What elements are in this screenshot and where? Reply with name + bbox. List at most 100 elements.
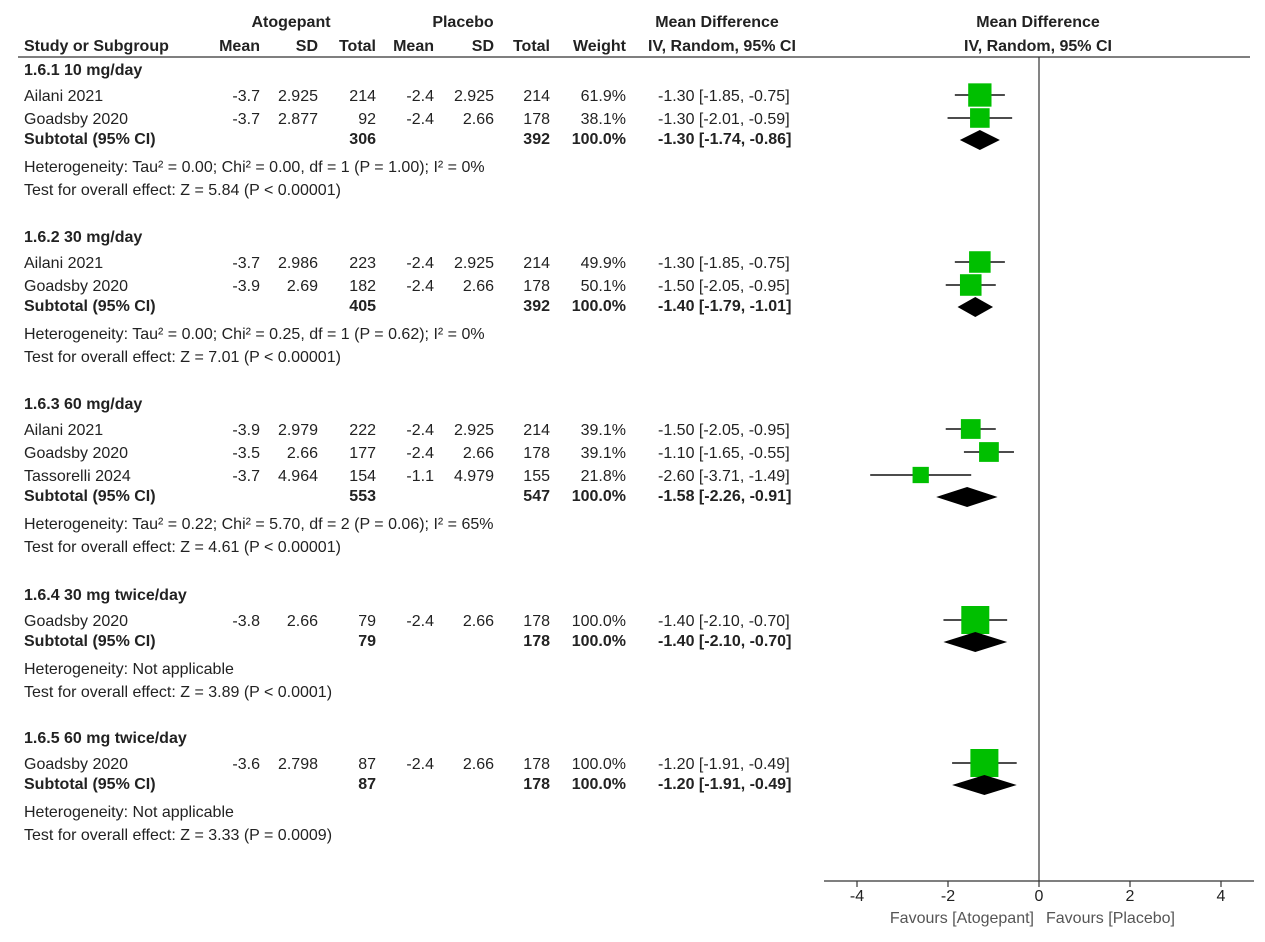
study-ci: -1.20 [-1.91, -0.49]	[658, 756, 790, 773]
study-sd2: 4.979	[453, 468, 494, 485]
group1-header: Atogepant	[251, 14, 331, 31]
subtotal-ci: -1.58 [-2.26, -0.91]	[658, 488, 792, 505]
study-total2: 214	[523, 88, 550, 105]
study-total2: 155	[523, 468, 550, 485]
study-ci: -1.10 [-1.65, -0.55]	[658, 445, 790, 462]
study-weight: 61.9%	[580, 88, 626, 105]
subtotal-ci: -1.40 [-1.79, -1.01]	[658, 298, 792, 315]
study-name: Goadsby 2020	[24, 613, 129, 630]
subtotal-total2: 547	[523, 488, 550, 505]
subtotal-weight: 100.0%	[571, 131, 626, 148]
study-total2: 178	[523, 278, 550, 295]
subtotal-diamond	[957, 297, 994, 317]
subtotal-total2: 392	[523, 298, 550, 315]
col-study: Study or Subgroup	[24, 38, 169, 55]
study-name: Ailani 2021	[24, 255, 104, 272]
study-sd1: 2.66	[286, 445, 318, 462]
x-tick-label: 0	[1035, 888, 1044, 905]
effect-title: Mean Difference	[655, 14, 779, 31]
subtotal-diamond	[943, 632, 1008, 652]
study-mean1: -3.7	[232, 255, 260, 272]
study-name: Goadsby 2020	[24, 111, 129, 128]
study-name: Ailani 2021	[24, 88, 104, 105]
study-mean2: -2.4	[406, 613, 434, 630]
study-mean1: -3.7	[232, 88, 260, 105]
study-sd1: 2.66	[286, 613, 318, 630]
study-sd1: 2.979	[277, 422, 318, 439]
col-ci: IV, Random, 95% CI	[648, 38, 796, 55]
subtotal-label: Subtotal (95% CI)	[24, 633, 156, 650]
study-name: Goadsby 2020	[24, 445, 129, 462]
study-point-marker	[959, 274, 982, 296]
favours-left-label: Favours [Atogepant]	[890, 910, 1034, 927]
subtotal-total1: 87	[358, 776, 376, 793]
subtotal-weight: 100.0%	[571, 488, 626, 505]
col-weight: Weight	[572, 38, 626, 55]
subtotal-diamond	[959, 130, 1000, 150]
study-name: Goadsby 2020	[24, 278, 129, 295]
subtotal-diamond	[936, 487, 998, 507]
study-total1: 79	[358, 613, 376, 630]
study-sd1: 2.877	[277, 111, 318, 128]
subtotal-total1: 79	[358, 633, 376, 650]
subtotal-total2: 178	[523, 633, 550, 650]
study-total2: 178	[523, 111, 550, 128]
study-sd2: 2.925	[453, 255, 494, 272]
study-ci: -1.50 [-2.05, -0.95]	[658, 422, 790, 439]
heterogeneity-text: Heterogeneity: Tau² = 0.00; Chi² = 0.25,…	[24, 326, 485, 343]
col-total2: Total	[512, 38, 550, 55]
x-tick-label: -2	[941, 888, 955, 905]
study-sd2: 2.66	[462, 278, 494, 295]
overall-effect-text: Test for overall effect: Z = 3.89 (P < 0…	[24, 684, 333, 701]
subgroup-title: 1.6.5 60 mg twice/day	[24, 730, 187, 747]
study-sd2: 2.66	[462, 111, 494, 128]
study-point-marker	[969, 251, 991, 273]
study-sd2: 2.66	[462, 613, 494, 630]
study-mean2: -1.1	[406, 468, 434, 485]
study-point-marker	[912, 466, 929, 484]
study-ci: -1.30 [-2.01, -0.59]	[658, 111, 790, 128]
col-plot-ci: IV, Random, 95% CI	[964, 38, 1112, 55]
study-point-marker	[961, 606, 990, 634]
subgroup-title: 1.6.2 30 mg/day	[24, 229, 143, 246]
study-total1: 223	[349, 255, 376, 272]
study-sd2: 2.925	[453, 88, 494, 105]
study-total1: 87	[358, 756, 376, 773]
plot-title: Mean Difference	[976, 14, 1100, 31]
study-sd1: 2.69	[286, 278, 318, 295]
overall-effect-text: Test for overall effect: Z = 3.33 (P = 0…	[24, 827, 333, 844]
subtotal-total1: 306	[349, 131, 376, 148]
study-weight: 39.1%	[580, 422, 626, 439]
study-mean1: -3.7	[232, 111, 260, 128]
subtotal-diamond	[952, 775, 1017, 795]
study-mean2: -2.4	[406, 88, 434, 105]
study-sd2: 2.66	[462, 756, 494, 773]
subtotal-ci: -1.40 [-2.10, -0.70]	[658, 633, 792, 650]
subtotal-label: Subtotal (95% CI)	[24, 131, 156, 148]
subtotal-weight: 100.0%	[571, 298, 626, 315]
x-tick-label: -4	[850, 888, 864, 905]
study-total1: 182	[349, 278, 376, 295]
study-name: Ailani 2021	[24, 422, 104, 439]
study-sd1: 4.964	[277, 468, 318, 485]
subtotal-total1: 405	[349, 298, 376, 315]
study-mean1: -3.7	[232, 468, 260, 485]
study-name: Goadsby 2020	[24, 756, 129, 773]
col-mean1: Mean	[219, 38, 260, 55]
subtotal-total2: 178	[523, 776, 550, 793]
favours-right-label: Favours [Placebo]	[1046, 910, 1175, 927]
study-weight: 50.1%	[580, 278, 626, 295]
col-sd1: SD	[295, 38, 318, 55]
group2-header: Placebo	[432, 14, 494, 31]
study-mean2: -2.4	[406, 278, 434, 295]
study-mean2: -2.4	[406, 422, 434, 439]
heterogeneity-text: Heterogeneity: Not applicable	[24, 661, 234, 678]
study-sd1: 2.925	[277, 88, 318, 105]
study-total2: 214	[523, 255, 550, 272]
study-mean1: -3.9	[232, 278, 260, 295]
study-weight: 21.8%	[580, 468, 626, 485]
study-weight: 39.1%	[580, 445, 626, 462]
study-total1: 214	[349, 88, 376, 105]
study-weight: 49.9%	[580, 255, 626, 272]
study-ci: -1.30 [-1.85, -0.75]	[658, 88, 790, 105]
